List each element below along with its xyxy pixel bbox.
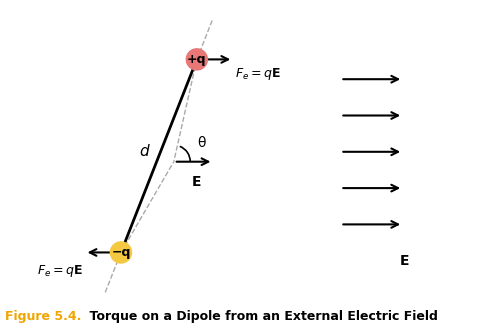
Text: +q: +q	[187, 53, 207, 66]
Text: $F_e = q\mathbf{E}$: $F_e = q\mathbf{E}$	[235, 66, 281, 82]
Text: Torque on a Dipole from an External Electric Field: Torque on a Dipole from an External Elec…	[72, 311, 438, 323]
Text: E: E	[192, 175, 201, 188]
Text: E: E	[400, 254, 410, 268]
Text: d: d	[139, 144, 149, 159]
Text: $F_e = q\mathbf{E}$: $F_e = q\mathbf{E}$	[37, 263, 83, 279]
Circle shape	[111, 242, 131, 263]
Text: Figure 5.4.: Figure 5.4.	[5, 311, 81, 323]
Text: −q: −q	[111, 246, 130, 259]
Text: θ: θ	[197, 136, 205, 150]
Circle shape	[186, 49, 207, 70]
